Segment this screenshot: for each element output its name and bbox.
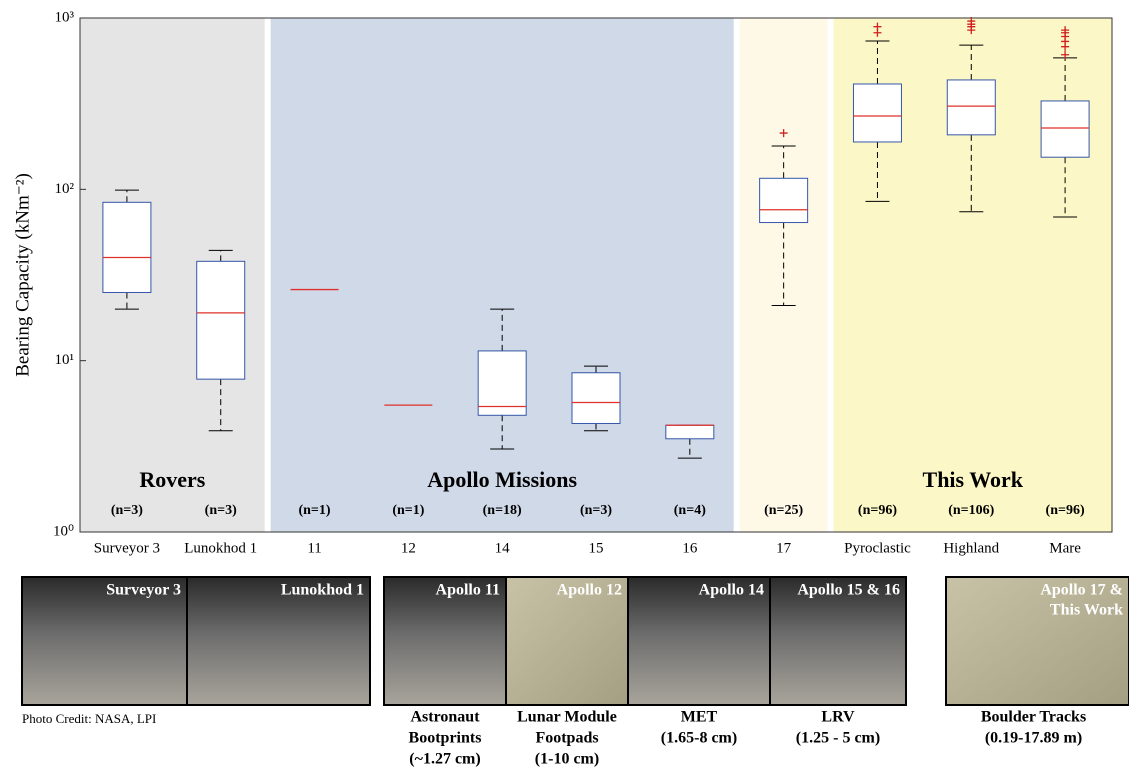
box	[477, 350, 527, 416]
n-label: (n=3)	[580, 503, 612, 518]
n-label: (n=1)	[298, 503, 330, 518]
group-label: Rovers	[139, 467, 205, 492]
n-label: (n=1)	[392, 503, 424, 518]
group-label: This Work	[923, 467, 1024, 492]
photo-caption: Boulder Tracks	[981, 709, 1086, 726]
x-tick-label: 17	[776, 540, 792, 556]
photo-caption: Bootprints	[409, 730, 482, 747]
n-label: (n=18)	[483, 503, 522, 518]
n-label: (n=3)	[205, 503, 237, 518]
photo-label: Apollo 15 & 16	[797, 582, 900, 599]
x-tick-label: 16	[682, 540, 698, 556]
box	[196, 260, 246, 380]
n-label: (n=106)	[948, 503, 994, 518]
x-tick-label: 15	[589, 540, 604, 556]
box	[852, 83, 902, 143]
photo-label: Apollo 14	[699, 582, 764, 599]
photo-caption: (1-10 cm)	[535, 751, 599, 768]
n-label: (n=25)	[764, 503, 803, 518]
photo-caption: LRV	[821, 709, 855, 726]
box	[102, 201, 152, 293]
x-tick-label: Surveyor 3	[94, 540, 160, 556]
photo	[21, 576, 188, 706]
n-label: (n=96)	[858, 503, 897, 518]
outlier	[1061, 26, 1070, 35]
photo-caption: Lunar Module	[517, 709, 617, 726]
y-tick-label: 10³	[55, 9, 75, 25]
outlier	[779, 129, 788, 138]
outlier	[1061, 50, 1070, 59]
photo-caption: MET	[681, 709, 718, 726]
photo	[769, 576, 907, 706]
photo	[383, 576, 507, 706]
photo-label: Apollo 11	[436, 582, 500, 599]
x-tick-label: Lunokhod 1	[184, 540, 257, 556]
n-label: (n=4)	[674, 503, 706, 518]
box	[571, 372, 621, 424]
group-background	[270, 18, 734, 532]
photo-caption: (1.65-8 cm)	[661, 730, 737, 747]
n-label: (n=96)	[1046, 503, 1085, 518]
photo-caption: (0.19-17.89 m)	[985, 730, 1082, 747]
box	[759, 177, 809, 224]
y-tick-label: 10²	[55, 181, 75, 197]
photo-caption: Astronaut	[410, 709, 480, 726]
x-tick-label: 12	[401, 540, 416, 556]
x-tick-label: Highland	[943, 540, 999, 556]
photo-label: Lunokhod 1	[281, 582, 364, 599]
group-label: Apollo Missions	[427, 467, 577, 492]
plot-frame	[79, 17, 1113, 533]
x-tick-label: Pyroclastic	[844, 540, 911, 556]
photo-label: Apollo 17 &	[1040, 582, 1123, 599]
y-axis-label: Bearing Capacity (kNm⁻²)	[12, 173, 33, 377]
photo-caption: (1.25 - 5 cm)	[796, 730, 880, 747]
outlier	[967, 17, 976, 26]
box	[1040, 100, 1090, 158]
photo	[945, 576, 1129, 706]
y-tick-label: 10¹	[55, 352, 75, 368]
x-tick-label: Mare	[1049, 540, 1081, 556]
x-tick-label: 11	[307, 540, 321, 556]
photo-caption: (~1.27 cm)	[409, 751, 480, 768]
box	[946, 79, 996, 136]
outlier	[873, 22, 882, 31]
photo-label: Surveyor 3	[106, 582, 181, 599]
photo-caption: Footpads	[535, 730, 598, 747]
y-tick-label: 10⁰	[53, 523, 74, 539]
n-label: (n=3)	[111, 503, 143, 518]
photo-credit: Photo Credit: NASA, LPI	[22, 711, 156, 726]
photo	[186, 576, 371, 706]
photo-label: This Work	[1050, 602, 1123, 619]
photo-label: Apollo 12	[557, 582, 622, 599]
photo	[627, 576, 771, 706]
x-tick-label: 14	[495, 540, 511, 556]
box	[665, 424, 715, 440]
